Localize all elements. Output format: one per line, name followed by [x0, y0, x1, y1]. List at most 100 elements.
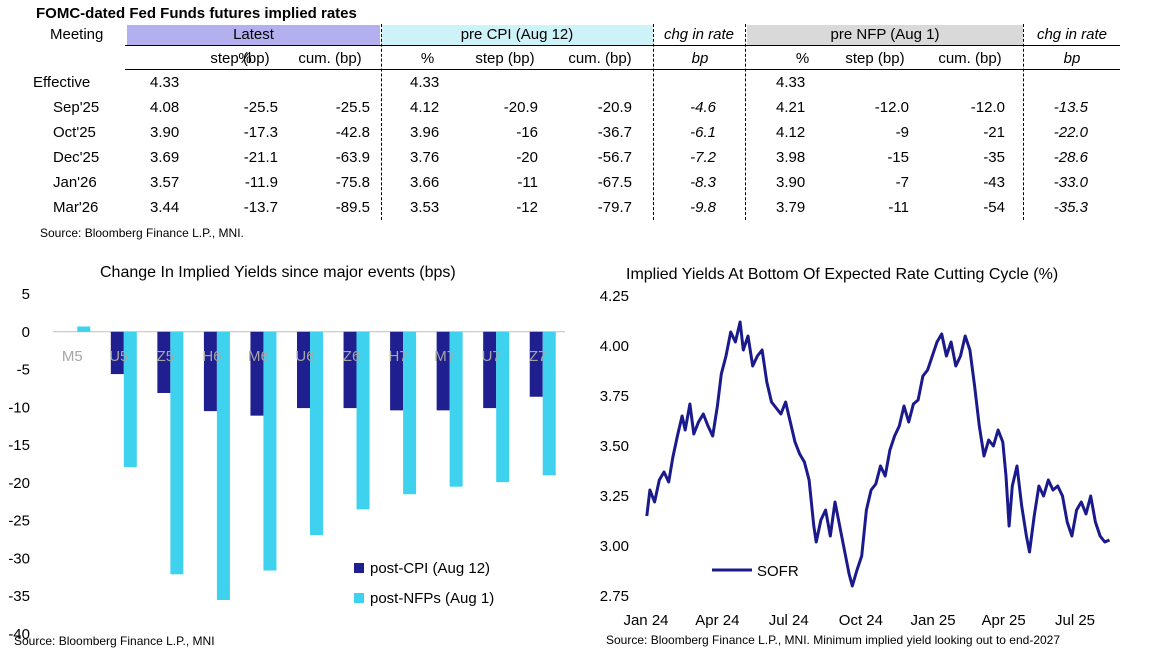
table-cell: -43: [983, 174, 1005, 191]
bar-post-nfp: [542, 331, 556, 476]
x-tick-label: U5: [109, 348, 128, 365]
group-band: [747, 25, 1023, 45]
table-cell: -11.9: [244, 174, 278, 191]
column-separator: [1023, 24, 1024, 220]
x-tick-label: M5: [62, 348, 83, 365]
table-cell: 3.53: [410, 199, 440, 216]
table-source: Source: Bloomberg Finance L.P., MNI.: [40, 226, 244, 240]
table-cell: -11: [888, 199, 909, 216]
table-cell: 3.44: [150, 199, 180, 216]
table-title: FOMC-dated Fed Funds futures implied rat…: [36, 5, 357, 22]
y-tick-label: -25: [8, 513, 30, 530]
y-tick-label: 0: [22, 324, 30, 341]
table-cell: 3.90: [150, 124, 180, 141]
subheader: step (bp): [475, 50, 535, 67]
table-cell: 3.90: [776, 174, 806, 191]
x-tick-label: Oct 24: [839, 612, 883, 629]
table-cell: -79.7: [597, 199, 632, 216]
bar-post-nfp: [263, 331, 277, 571]
table-cell: -8.3: [690, 174, 716, 191]
group-header: pre NFP (Aug 1): [830, 26, 940, 43]
subheader: cum. (bp): [938, 50, 1002, 67]
bar-post-cpi: [529, 331, 543, 397]
table-rule: [125, 45, 1120, 46]
table-cell: 3.57: [150, 174, 180, 191]
table-cell: -6.1: [690, 124, 716, 141]
legend-swatch: [354, 593, 364, 603]
bar-post-nfp: [356, 331, 370, 510]
table-cell: -7: [895, 174, 909, 191]
group-header: chg in rate: [663, 26, 735, 43]
row-label: Sep'25: [53, 99, 100, 116]
table-cell: 4.21: [776, 99, 806, 116]
bar-chart: 5 0 -5 -10 -15 -20 -25 -30 -35 -40 M5 U5 Z5 H6 M6 U6 Z6 H…: [8, 286, 565, 643]
subheader: step (bp): [845, 50, 905, 67]
table-cell: -11: [517, 174, 538, 191]
table-cell: -35: [983, 149, 1005, 166]
x-tick-label: U7: [482, 348, 501, 365]
table-cell: 4.33: [776, 74, 806, 91]
subheader: %: [420, 50, 435, 67]
table-cell: 4.08: [150, 99, 180, 116]
table-cell: -20.9: [597, 99, 632, 116]
sofr-line: [645, 320, 1111, 588]
table-cell: -22.0: [1053, 124, 1088, 141]
legend-label: SOFR: [757, 563, 799, 580]
bar-post-cpi: [343, 331, 357, 409]
table-cell: 3.66: [410, 174, 440, 191]
table-cell: -25.5: [243, 99, 278, 116]
y-tick-label: -5: [17, 362, 30, 379]
y-tick-label: -40: [8, 626, 30, 643]
table-cell: 3.76: [410, 149, 440, 166]
x-tick-label: Z5: [157, 348, 175, 365]
group-band: [127, 25, 380, 45]
bar-post-cpi: [390, 331, 404, 411]
column-separator: [381, 24, 382, 220]
subheader: bp: [1063, 50, 1081, 67]
x-tick-label: Apr 25: [982, 612, 1026, 629]
subheader: %: [238, 50, 252, 67]
table-rule: [125, 69, 1120, 70]
table-cell: -21: [983, 124, 1005, 141]
subheader: cum. (bp): [568, 50, 632, 67]
subheader: step (bp): [210, 50, 270, 67]
y-tick-label: -20: [8, 475, 30, 492]
table-cell: -21.1: [243, 149, 278, 166]
table-cell: -33.0: [1053, 174, 1088, 191]
bar-post-nfp: [403, 331, 417, 495]
x-tick-label: Jul 25: [1055, 612, 1095, 629]
bar-post-cpi: [436, 331, 450, 411]
y-tick-label: 2.75: [600, 588, 629, 605]
table-cell: -25.5: [335, 99, 370, 116]
bar-post-cpi: [203, 331, 217, 412]
x-tick-label: Jan 25: [911, 612, 956, 629]
x-tick-label: Z7: [529, 348, 547, 365]
table-cell: -42.8: [335, 124, 370, 141]
table-cell: -13.5: [1053, 99, 1088, 116]
table-cell: 4.12: [410, 99, 440, 116]
bar-post-cpi: [250, 331, 264, 416]
subheader: %: [795, 50, 810, 67]
y-tick-label: 3.75: [600, 388, 629, 405]
bar-post-cpi: [483, 331, 497, 409]
bar-post-cpi: [157, 331, 171, 393]
table-cell: -12: [516, 199, 538, 216]
x-tick-label: M6: [248, 348, 269, 365]
bar-post-nfp: [449, 331, 463, 487]
table-cell: -63.9: [335, 149, 370, 166]
table-cell: -9: [895, 124, 909, 141]
table-cell: -56.7: [597, 149, 632, 166]
table-cell: -75.8: [335, 174, 370, 191]
line-chart-title: Implied Yields At Bottom Of Expected Rat…: [626, 266, 1059, 283]
table-cell: -4.6: [690, 99, 716, 116]
line-chart-source: Source: Bloomberg Finance L.P., MNI. Min…: [606, 633, 1061, 647]
table-cell: 4.33: [150, 74, 180, 91]
bar-chart-title: Change In Implied Yields since major eve…: [100, 264, 456, 281]
bar-post-cpi: [110, 331, 124, 375]
column-separator: [745, 24, 746, 220]
subheader: cum. (bp): [298, 50, 362, 67]
legend-swatch: [354, 563, 364, 573]
y-tick-label: -10: [8, 399, 30, 416]
x-tick-label: H6: [202, 348, 221, 365]
bar-post-nfp: [123, 331, 137, 468]
